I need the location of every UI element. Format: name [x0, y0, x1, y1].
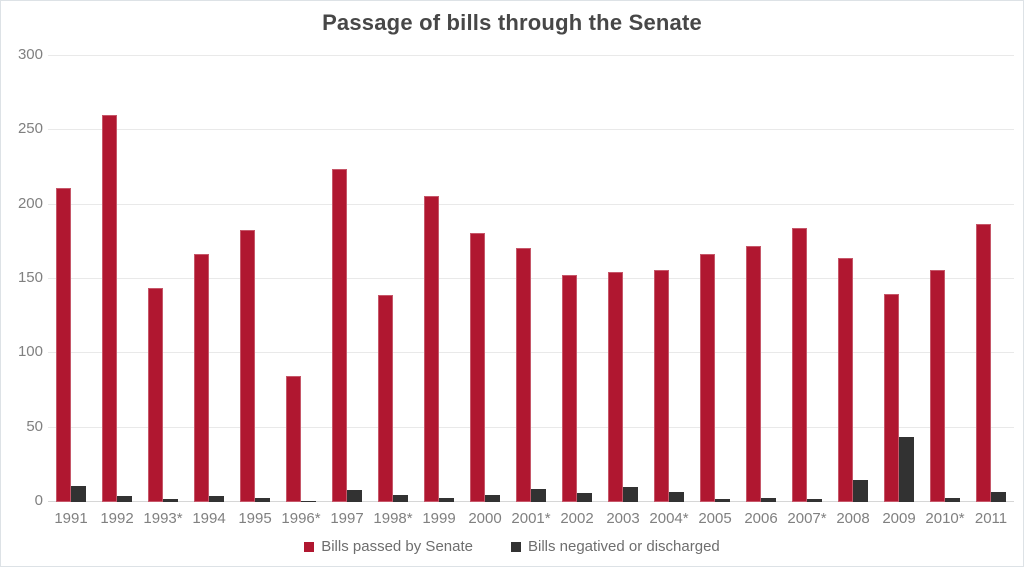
x-axis-tick-2008: 2008 [836, 510, 870, 527]
bar-passed-2008 [838, 258, 853, 502]
x-axis-tick-2001: 2001* [511, 510, 551, 527]
gridline-150 [48, 278, 1014, 279]
bar-negatived-2002 [577, 493, 592, 502]
legend-swatch-red-icon [304, 541, 315, 552]
x-axis-tick-1997: 1997 [330, 510, 364, 527]
bar-negatived-2011 [991, 492, 1006, 502]
x-axis-tick-2011: 2011 [974, 510, 1008, 527]
bar-negatived-2001 [531, 489, 546, 502]
bar-negatived-2000 [485, 495, 500, 502]
bar-passed-1992 [102, 115, 117, 502]
chart-title: Passage of bills through the Senate [322, 10, 702, 35]
bar-negatived-1992 [117, 496, 132, 502]
x-axis-tick-2002: 2002 [560, 510, 594, 527]
bar-passed-2001 [516, 248, 531, 502]
y-axis-tick-300: 300 [17, 46, 43, 63]
x-axis-tick-1992: 1992 [100, 510, 134, 527]
gridline-300 [48, 55, 1014, 56]
bar-negatived-2009 [899, 437, 914, 502]
gridline-50 [48, 426, 1014, 428]
chart-legend: Bills passed by Senate Bills negatived o… [1, 538, 1023, 555]
bar-passed-2002 [562, 275, 577, 502]
x-axis-tick-2006: 2006 [744, 510, 778, 527]
bar-negatived-1993 [163, 499, 178, 502]
bar-passed-2004 [654, 270, 669, 502]
bar-passed-2003 [608, 272, 623, 502]
x-axis-tick-2003: 2003 [606, 510, 640, 527]
bar-passed-2007 [792, 228, 807, 502]
bar-passed-1991 [56, 188, 71, 502]
y-axis-tick-250: 250 [17, 120, 43, 138]
x-axis-tick-1991: 1991 [54, 510, 88, 527]
bar-negatived-1991 [71, 486, 86, 502]
gridline-100 [48, 352, 1014, 354]
legend-label-bills-passed: Bills passed by Senate [321, 538, 473, 555]
legend-entry-bills-passed: Bills passed by Senate [304, 538, 473, 555]
bar-negatived-1998 [393, 495, 408, 502]
bar-negatived-2008 [853, 480, 868, 502]
bar-passed-1997 [332, 169, 347, 502]
gridline-200 [48, 203, 1014, 205]
bar-negatived-1997 [347, 490, 362, 502]
x-axis-tick-2010: 2010* [925, 510, 965, 527]
bar-passed-1993 [148, 288, 163, 502]
bar-passed-2011 [976, 224, 991, 502]
bar-negatived-1995 [255, 498, 270, 502]
x-axis-tick-2007: 2007* [787, 510, 827, 527]
bar-passed-1994 [194, 254, 209, 502]
x-axis-tick-1998: 1998* [373, 510, 413, 527]
x-axis-tick-2004: 2004* [649, 510, 689, 527]
gridline-250 [48, 129, 1014, 131]
bar-passed-1998 [378, 295, 393, 502]
x-axis-tick-1993: 1993* [143, 510, 183, 527]
y-axis-tick-50: 50 [26, 417, 43, 435]
x-axis-tick-2009: 2009 [882, 510, 916, 527]
x-axis-tick-2005: 2005 [698, 510, 732, 527]
bar-negatived-1994 [209, 496, 224, 502]
bar-passed-1999 [424, 196, 439, 502]
x-axis-tick-1995: 1995 [238, 510, 272, 527]
y-axis-tick-200: 200 [17, 194, 43, 212]
x-axis-tick-2000: 2000 [468, 510, 502, 527]
bar-negatived-2005 [715, 499, 730, 502]
bar-negatived-2003 [623, 487, 638, 502]
bar-negatived-1996 [301, 501, 316, 502]
bar-passed-2006 [746, 246, 761, 502]
legend-entry-bills-negatived: Bills negatived or discharged [510, 538, 720, 555]
legend-swatch-dark-icon [510, 541, 521, 552]
bar-negatived-2010 [945, 498, 960, 502]
bar-passed-2005 [700, 254, 715, 502]
legend-label-bills-negatived: Bills negatived or discharged [527, 538, 720, 555]
bar-negatived-2004 [669, 492, 684, 502]
bar-negatived-2006 [761, 498, 776, 502]
y-axis-tick-150: 150 [17, 269, 43, 286]
bar-passed-1995 [240, 230, 255, 502]
bar-passed-2010 [930, 270, 945, 502]
y-axis-tick-0: 0 [34, 492, 43, 509]
x-axis-tick-1996: 1996* [281, 510, 321, 527]
bar-negatived-2007 [807, 499, 822, 502]
bar-negatived-1999 [439, 498, 454, 502]
bar-passed-2009 [884, 294, 899, 502]
y-axis-tick-100: 100 [17, 343, 43, 361]
bar-passed-1996 [286, 376, 301, 502]
bar-passed-2000 [470, 233, 485, 502]
x-axis-tick-1999: 1999 [422, 510, 456, 527]
x-axis-tick-1994: 1994 [192, 510, 226, 527]
